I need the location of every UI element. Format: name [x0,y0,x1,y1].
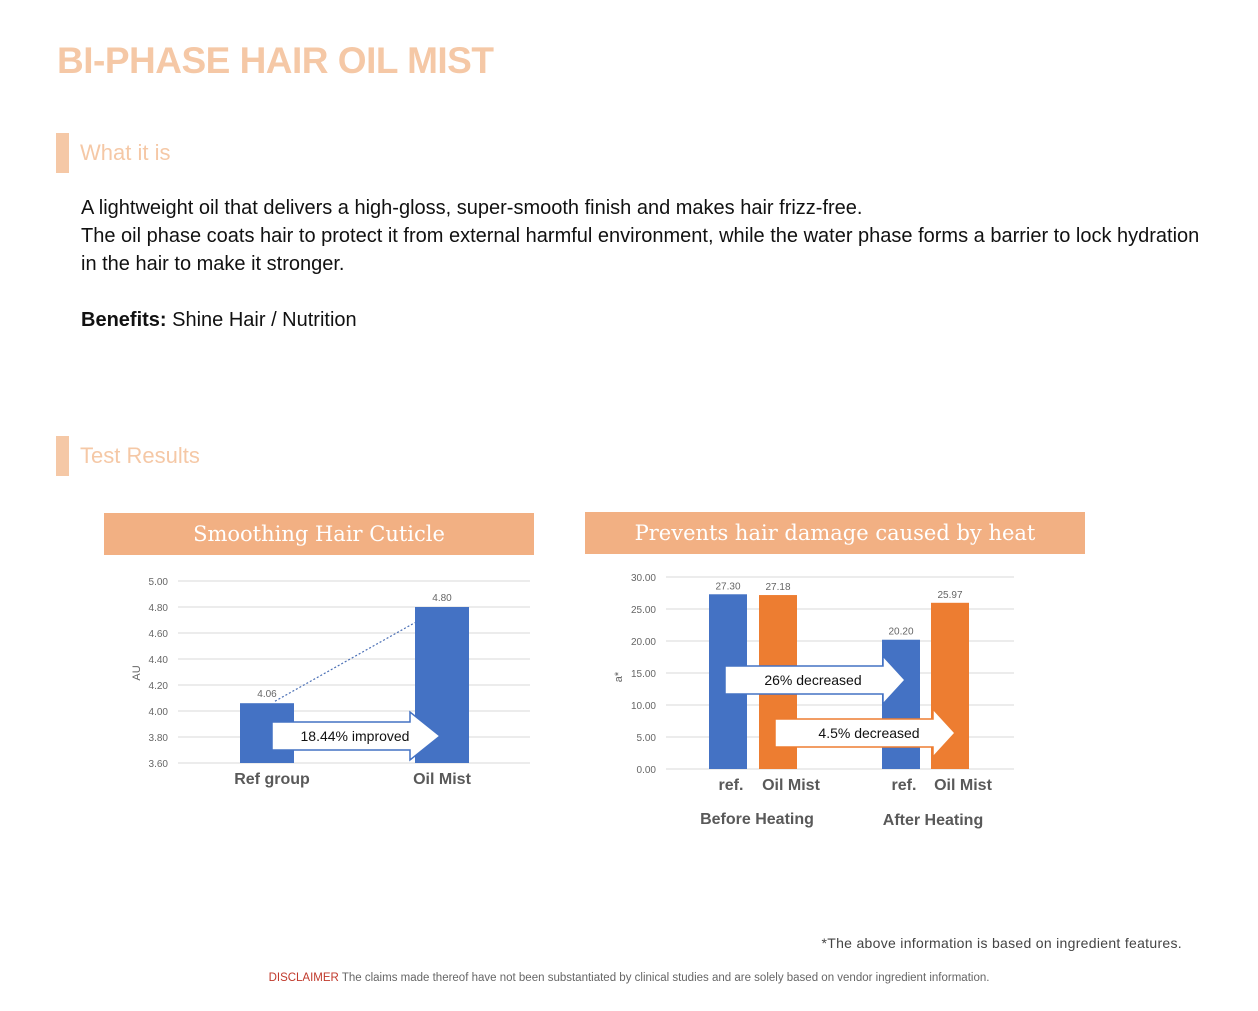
x-bar-label: ref. [719,777,744,794]
annotation-label: 18.44% improved [301,728,410,744]
y-tick-label: 15.00 [631,669,656,680]
y-tick-label: 3.80 [149,733,169,744]
arrow-annotation [724,654,907,706]
section-heading: What it is [80,140,171,165]
y-tick-label: 4.60 [149,629,169,640]
bar-value-label: 27.18 [765,582,790,593]
group-label: After Heating [883,812,983,829]
bar-value-label: 4.80 [432,593,452,604]
y-tick-label: 4.00 [149,707,169,718]
arrow-annotation [271,710,442,762]
disclaimer-text: The claims made thereof have not been su… [338,972,990,984]
section-accent-bar [56,436,69,476]
y-tick-label: 5.00 [637,733,657,744]
y-tick-label: 4.20 [149,681,169,692]
bar-value-label: 20.20 [888,627,913,638]
x-category-label: Oil Mist [413,771,471,788]
y-tick-label: 30.00 [631,573,656,584]
y-tick-label: 20.00 [631,637,656,648]
bar-value-label: 27.30 [715,581,740,592]
y-axis-label: a* [613,671,625,682]
chart1-smoothing: 3.60 3.80 4.00 4.20 4.40 4.60 4.80 5.00 AU 4.06 Re… [131,577,530,788]
x-bar-label: Oil Mist [934,777,992,794]
chart1-title: Smoothing Hair Cuticle [104,513,534,555]
arrow-annotation [774,707,957,759]
x-bar-label: ref. [892,777,917,794]
benefits-label: Benefits: [81,309,167,331]
chart2-title: Prevents hair damage caused by heat [585,512,1085,554]
section-heading: Test Results [80,443,200,468]
product-description: A lightweight oil that delivers a high-g… [81,194,1201,278]
section-what-it-is: What it is [56,133,170,173]
annotation-label: 26% decreased [764,672,861,688]
footnote: *The above information is based on ingre… [821,935,1182,951]
benefits-value: Shine Hair / Nutrition [166,309,357,331]
x-bar-label: Oil Mist [762,777,820,794]
x-category-label: Ref group [234,771,310,788]
y-tick-label: 4.40 [149,655,169,666]
annotation-label: 4.5% decreased [818,725,919,741]
description-line: A lightweight oil that delivers a high-g… [81,197,863,219]
y-axis-label: AU [131,665,143,680]
bar [882,639,920,769]
y-tick-label: 10.00 [631,701,656,712]
page-title: BI-PHASE HAIR OIL MIST [57,40,494,81]
y-tick-label: 5.00 [149,577,169,588]
trendline [274,622,416,702]
y-tick-label: 3.60 [149,759,169,770]
section-test-results: Test Results [56,436,200,476]
bar-value-label: 25.97 [937,590,962,601]
y-tick-label: 25.00 [631,605,656,616]
group-label: Before Heating [700,811,814,828]
section-accent-bar [56,133,69,173]
disclaimer-label: DISCLAIMER [268,972,339,984]
benefits: Benefits: Shine Hair / Nutrition [81,306,357,334]
bar-value-label: 4.06 [257,689,277,700]
y-tick-label: 0.00 [637,765,657,776]
description-line: The oil phase coats hair to protect it f… [81,225,1200,275]
disclaimer: DISCLAIMER The claims made thereof have … [0,972,1258,984]
chart2-heat-damage: 0.00 5.00 10.00 15.00 20.00 25.00 30.00 a* 27.30… [613,573,1014,829]
y-tick-label: 4.80 [149,603,169,614]
